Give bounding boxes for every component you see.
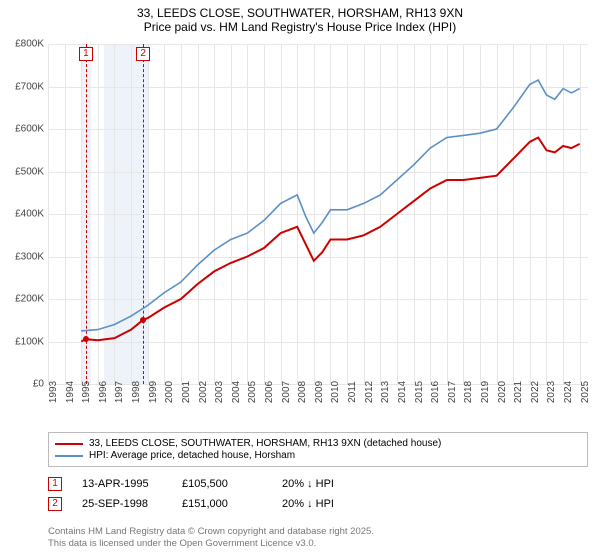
attribution: Contains HM Land Registry data © Crown c… [48,526,588,551]
x-tick-label: 2000 [164,381,175,403]
x-tick-label: 2006 [264,381,275,403]
legend-label: HPI: Average price, detached house, Hors… [89,450,295,461]
x-tick-label: 2005 [247,381,258,403]
x-tick-label: 2016 [430,381,441,403]
transaction-delta: 20% ↓ HPI [282,498,362,510]
x-tick-label: 2023 [546,381,557,403]
legend-label: 33, LEEDS CLOSE, SOUTHWATER, HORSHAM, RH… [89,438,441,449]
y-axis: £0£100K£200K£300K£400K£500K£600K£700K£80… [0,44,48,384]
legend-swatch [55,443,83,445]
legend: 33, LEEDS CLOSE, SOUTHWATER, HORSHAM, RH… [48,432,588,467]
x-tick-label: 2002 [198,381,209,403]
chart-title-line2: Price paid vs. HM Land Registry's House … [0,20,600,34]
transaction-delta: 20% ↓ HPI [282,478,362,490]
chart-title-block: 33, LEEDS CLOSE, SOUTHWATER, HORSHAM, RH… [0,0,600,36]
transaction-row: 2 25-SEP-1998 £151,000 20% ↓ HPI [48,494,588,514]
x-tick-label: 2021 [513,381,524,403]
x-tick-label: 2014 [397,381,408,403]
x-tick-label: 2011 [347,381,358,403]
series-point [140,317,146,323]
x-tick-label: 2001 [181,381,192,403]
x-tick-label: 2007 [281,381,292,403]
event-marker: 1 [79,47,93,61]
x-tick-label: 1999 [148,381,159,403]
x-tick-label: 2010 [330,381,341,403]
x-tick-label: 2017 [447,381,458,403]
y-tick-label: £700K [15,81,44,92]
price-chart: 33, LEEDS CLOSE, SOUTHWATER, HORSHAM, RH… [0,0,600,560]
x-tick-label: 2008 [297,381,308,403]
legend-item: 33, LEEDS CLOSE, SOUTHWATER, HORSHAM, RH… [55,438,581,449]
attribution-line1: Contains HM Land Registry data © Crown c… [48,526,588,538]
y-tick-label: £300K [15,251,44,262]
series-line [81,80,580,331]
x-axis: 1993199419951996199719981999200020012002… [48,386,588,436]
x-tick-label: 2024 [563,381,574,403]
transaction-row: 1 13-APR-1995 £105,500 20% ↓ HPI [48,474,588,494]
y-tick-label: £600K [15,124,44,135]
x-tick-label: 1995 [81,381,92,403]
x-tick-label: 2004 [231,381,242,403]
y-tick-label: £500K [15,166,44,177]
series-line [81,138,580,342]
plot-area: 12 [48,44,588,384]
x-tick-label: 2022 [530,381,541,403]
legend-item: HPI: Average price, detached house, Hors… [55,450,581,461]
y-tick-label: £800K [15,39,44,50]
transaction-marker: 1 [48,477,62,491]
series-point [83,336,89,342]
x-tick-label: 1998 [131,381,142,403]
y-tick-label: £0 [33,379,44,390]
x-tick-label: 2025 [580,381,591,403]
chart-title-line1: 33, LEEDS CLOSE, SOUTHWATER, HORSHAM, RH… [0,6,600,20]
transaction-date: 25-SEP-1998 [82,498,162,510]
x-tick-label: 2012 [364,381,375,403]
x-tick-label: 1993 [48,381,59,403]
transaction-price: £105,500 [182,478,262,490]
x-tick-label: 2020 [497,381,508,403]
transaction-date: 13-APR-1995 [82,478,162,490]
x-tick-label: 2009 [314,381,325,403]
y-tick-label: £200K [15,294,44,305]
chart-lines [48,44,588,384]
y-tick-label: £100K [15,336,44,347]
x-tick-label: 2018 [463,381,474,403]
transaction-marker: 2 [48,497,62,511]
legend-swatch [55,455,83,457]
x-tick-label: 1996 [98,381,109,403]
x-tick-label: 2003 [214,381,225,403]
x-tick-label: 2015 [414,381,425,403]
attribution-line2: This data is licensed under the Open Gov… [48,538,588,550]
x-tick-label: 1997 [114,381,125,403]
y-tick-label: £400K [15,209,44,220]
transaction-price: £151,000 [182,498,262,510]
x-tick-label: 2019 [480,381,491,403]
transaction-table: 1 13-APR-1995 £105,500 20% ↓ HPI 2 25-SEP-199… [48,474,588,514]
x-tick-label: 2013 [380,381,391,403]
x-tick-label: 1994 [65,381,76,403]
event-marker: 2 [136,47,150,61]
